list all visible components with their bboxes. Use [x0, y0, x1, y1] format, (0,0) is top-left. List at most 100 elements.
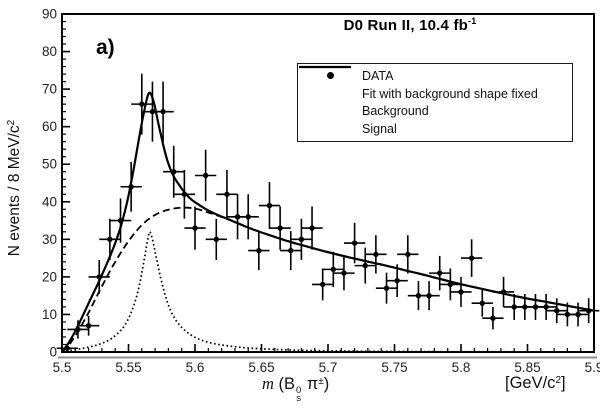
- legend: DATA Fit with background shape fixed Bac…: [297, 63, 573, 142]
- x-axis-title-pi: π: [302, 375, 319, 393]
- data-point: [322, 251, 344, 287]
- y-axis-title-sup: 2: [6, 119, 17, 126]
- x-tick-label: 5.5: [53, 360, 72, 375]
- data-point: [163, 145, 185, 198]
- y-axis-title-text: N events / 8 MeV/c: [6, 125, 23, 257]
- x-tick-label: 5.7: [319, 360, 338, 375]
- y-tick-label: 90: [42, 7, 57, 22]
- data-point: [354, 247, 376, 284]
- legend-label: Signal: [362, 122, 397, 137]
- legend-label: Fit with background shape fixed: [362, 86, 538, 101]
- data-point: [152, 81, 174, 142]
- y-tick-label: 0: [49, 345, 57, 360]
- data-point: [312, 268, 334, 301]
- data-point: [237, 194, 259, 240]
- x-tick-label: 5.6: [186, 360, 205, 375]
- data-point: [418, 281, 440, 311]
- x-tick-label: 5.65: [248, 360, 274, 375]
- plot-title-text: D0 Run II, 10.4 fb: [343, 17, 469, 34]
- data-point: [535, 293, 557, 320]
- y-tick-label: 60: [42, 119, 57, 134]
- data-point: [56, 344, 78, 352]
- data-point: [482, 306, 504, 330]
- data-point: [450, 276, 472, 307]
- x-tick-label: 5.8: [452, 360, 471, 375]
- y-tick-label: 70: [42, 82, 57, 97]
- data-point: [365, 235, 387, 274]
- data-point: [546, 298, 568, 324]
- data-point: [290, 218, 313, 260]
- dotted-line-icon: [299, 66, 351, 68]
- fit-curve-group: [61, 91, 595, 353]
- data-point: [343, 222, 366, 264]
- data-point: [184, 206, 206, 250]
- x-axis-unit-sup: 2: [555, 375, 561, 386]
- y-axis-title: N events / 8 MeV/c2: [6, 19, 24, 357]
- signal-curve-group: [61, 230, 594, 353]
- x-tick-label: 5.55: [115, 360, 141, 375]
- data-point: [439, 268, 461, 301]
- data-point: [301, 206, 323, 250]
- bs-sup: 0: [296, 385, 302, 396]
- data-point: [269, 206, 291, 250]
- data-point: [67, 320, 89, 339]
- y-tick-label: 50: [42, 157, 57, 172]
- data-point: [461, 239, 483, 277]
- x-axis-title-suffix: ): [323, 375, 330, 393]
- data-point: [375, 272, 398, 304]
- data-point: [280, 231, 302, 271]
- legend-label: DATA: [362, 68, 394, 83]
- signal-curve: [61, 230, 594, 353]
- data-point: [578, 298, 600, 324]
- plot-title-sup: -1: [468, 16, 477, 26]
- data-point: [333, 255, 355, 291]
- data-point: [205, 218, 227, 260]
- data-point: [195, 149, 217, 202]
- data-point: [88, 260, 110, 294]
- x-tick-label: 5.85: [514, 360, 540, 375]
- data-point: [99, 218, 121, 260]
- data-point: [471, 289, 493, 317]
- y-tick-label: 20: [42, 269, 57, 284]
- data-point: [173, 169, 195, 219]
- data-point: [131, 73, 153, 135]
- legend-item-signal: Signal: [298, 66, 572, 137]
- x-axis-unit: [GeV/c2]: [505, 374, 566, 393]
- data-point: [567, 302, 589, 327]
- pi-sup: ±: [318, 376, 324, 387]
- y-tick-label: 80: [42, 44, 57, 59]
- fit-curve: [61, 91, 595, 353]
- data-point: [109, 198, 132, 243]
- legend-item-fit: Fit with background shape fixed: [298, 65, 572, 102]
- data-points: [56, 73, 600, 352]
- data-point: [397, 235, 419, 274]
- data-marker-icon: [326, 72, 334, 80]
- panel-label: a): [96, 36, 115, 59]
- data-point: [258, 182, 281, 229]
- x-axis-unit-suffix: ]: [561, 374, 566, 392]
- x-tick-label: 5.9: [585, 360, 600, 375]
- x-axis-title-prefix: (B: [273, 375, 296, 393]
- plot-title: D0 Run II, 10.4 fb-1: [310, 16, 510, 34]
- legend-sample: [298, 72, 362, 80]
- background-curve-group: [61, 206, 595, 353]
- data-point: [492, 276, 515, 307]
- data-point: [120, 161, 142, 212]
- x-axis-title: m (B 0 s π±): [262, 374, 329, 403]
- data-point: [248, 231, 270, 271]
- legend-item-data: DATA: [298, 68, 572, 84]
- background-curve: [61, 206, 595, 353]
- x-axis-title-m: m: [262, 374, 274, 393]
- legend-item-background: Background: [298, 66, 572, 119]
- y-tick-label: 10: [42, 307, 57, 322]
- x-axis-unit-text: [GeV/c: [505, 374, 556, 392]
- y-tick-label: 40: [42, 194, 57, 209]
- y-axis: 0 10 20 30 40 50 60 70 80 90: [42, 7, 70, 360]
- data-point: [386, 264, 408, 298]
- data-point: [77, 315, 100, 336]
- x-tick-label: 5.75: [381, 360, 407, 375]
- legend-label: Background: [362, 104, 429, 119]
